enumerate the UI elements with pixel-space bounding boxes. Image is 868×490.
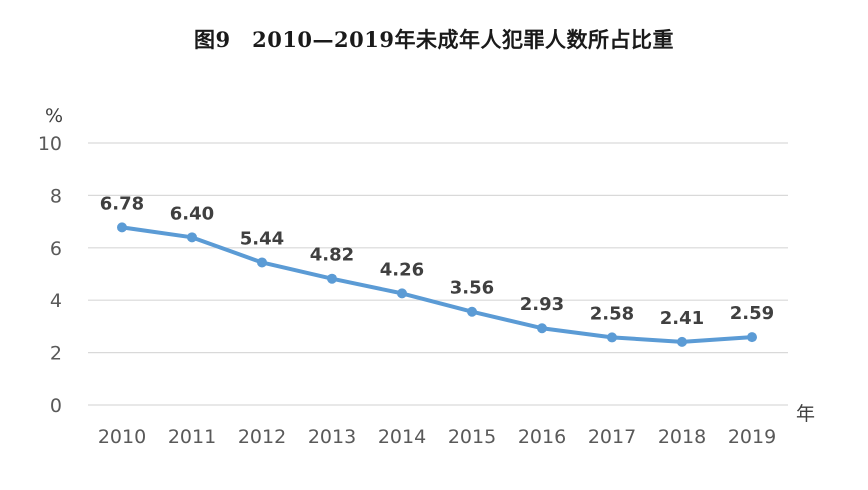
- x-tick-label: 2015: [448, 426, 496, 448]
- x-axis-ticks: 2010 2011 2012 2013 2014 2015 2016 2017 2018 2019: [98, 426, 776, 448]
- data-point: [257, 257, 267, 268]
- y-tick-label: 10: [38, 133, 62, 155]
- data-point: [327, 273, 337, 284]
- x-tick-label: 2010: [98, 426, 146, 448]
- data-label: 2.41: [660, 308, 704, 329]
- gridlines: [88, 142, 788, 406]
- x-tick-label: 2016: [518, 426, 566, 448]
- x-tick-label: 2014: [378, 426, 426, 448]
- data-point: [117, 222, 127, 233]
- data-point: [607, 332, 617, 343]
- x-tick-label: 2012: [238, 426, 286, 448]
- data-point: [187, 232, 197, 243]
- x-tick-label: 2013: [308, 426, 356, 448]
- y-tick-label: 2: [50, 343, 62, 365]
- data-label: 3.56: [450, 278, 494, 299]
- data-label: 4.82: [310, 245, 354, 266]
- data-label: 2.59: [730, 303, 774, 324]
- x-tick-label: 2019: [728, 426, 776, 448]
- data-labels: 6.78 6.40 5.44 4.82 4.26 3.56 2.93 2.58 2.41 2.59: [100, 193, 774, 328]
- y-tick-label: 8: [50, 185, 62, 207]
- y-tick-label: 4: [50, 290, 62, 312]
- y-axis-ticks: 0 2 4 6 8 10: [38, 133, 62, 417]
- data-points: [117, 222, 757, 347]
- data-point: [467, 306, 477, 317]
- series-line: [120, 225, 754, 344]
- x-tick-label: 2017: [588, 426, 636, 448]
- data-point: [677, 336, 687, 347]
- data-label: 5.44: [240, 228, 284, 249]
- y-axis-unit: %: [45, 105, 63, 127]
- chart-title: 图9 2010—2019年未成年人犯罪人数所占比重: [193, 27, 674, 52]
- x-tick-label: 2018: [658, 426, 706, 448]
- data-label: 2.58: [590, 303, 634, 324]
- data-label: 6.78: [100, 193, 144, 214]
- y-tick-label: 0: [50, 395, 62, 417]
- data-point: [747, 332, 757, 343]
- x-tick-label: 2011: [168, 426, 216, 448]
- data-label: 4.26: [380, 259, 424, 280]
- data-label: 2.93: [520, 294, 564, 315]
- data-point: [397, 288, 407, 299]
- data-point: [537, 323, 547, 334]
- x-axis-unit: 年: [796, 403, 815, 425]
- data-label: 6.40: [170, 203, 214, 224]
- y-tick-label: 6: [50, 238, 62, 260]
